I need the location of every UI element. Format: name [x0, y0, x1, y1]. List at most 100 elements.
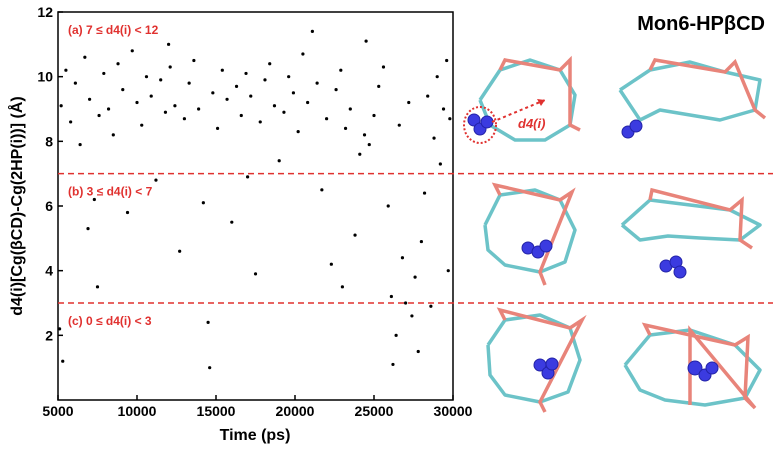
point	[168, 65, 172, 69]
point	[78, 142, 82, 147]
point	[125, 210, 130, 215]
x-tick-label: 15000	[197, 403, 236, 419]
point	[315, 81, 319, 85]
point	[432, 136, 436, 140]
point	[197, 107, 201, 111]
annotation: (a) 7 ≤ d4(i) < 12	[68, 23, 159, 37]
point	[291, 91, 296, 95]
point	[211, 91, 215, 95]
point	[121, 88, 125, 92]
annotation: (b) 3 ≤ d4(i) < 7	[68, 185, 153, 199]
y-tick-label: 6	[45, 198, 53, 214]
annotations: (a) 7 ≤ d4(i) < 12 (b) 3 ≤ d4(i) < 7 (c) 0…	[68, 23, 159, 328]
point	[61, 359, 65, 363]
point	[340, 285, 344, 289]
point	[253, 272, 258, 276]
point	[201, 201, 205, 205]
x-tick-label: 10000	[118, 403, 157, 419]
point	[144, 75, 149, 79]
point	[263, 78, 267, 82]
point	[149, 94, 153, 98]
atom	[673, 265, 687, 279]
point	[73, 81, 77, 85]
point	[258, 120, 262, 124]
point	[407, 100, 411, 105]
point	[400, 256, 405, 260]
point	[364, 39, 368, 43]
point	[64, 68, 68, 72]
y-axis-label: d4(i)[Cg(βCD)-Cg(2HP(i))] (Å)	[7, 96, 26, 315]
molecule	[478, 58, 577, 142]
point	[106, 107, 111, 111]
point	[339, 68, 343, 72]
point	[325, 117, 329, 121]
point	[59, 104, 63, 108]
point	[97, 113, 101, 118]
point	[140, 123, 144, 127]
atom	[545, 357, 559, 371]
point	[277, 159, 281, 163]
point	[287, 75, 291, 79]
point	[86, 227, 90, 231]
point	[320, 188, 324, 192]
point	[446, 269, 450, 273]
inset-label: d4(i)	[518, 116, 545, 131]
point	[208, 366, 212, 370]
point	[159, 78, 163, 82]
point	[272, 104, 277, 108]
molecule	[483, 188, 577, 274]
point	[116, 62, 120, 66]
point	[220, 68, 224, 72]
y-tick-label: 8	[45, 133, 53, 149]
point	[230, 220, 234, 224]
point	[413, 275, 417, 279]
atom	[539, 239, 553, 253]
point	[438, 162, 442, 166]
x-tick-label: 30000	[434, 403, 473, 419]
point	[448, 117, 452, 121]
point	[83, 55, 87, 59]
point	[445, 58, 449, 63]
atom	[467, 113, 481, 127]
atom	[480, 115, 494, 129]
point	[167, 42, 171, 46]
point	[389, 294, 393, 299]
point	[422, 191, 427, 195]
point	[88, 97, 92, 101]
highlight	[463, 106, 497, 144]
point	[397, 123, 401, 127]
x-axis-label: Time (ps)	[220, 427, 291, 444]
point	[92, 197, 96, 202]
arrow-head	[537, 99, 545, 106]
point	[173, 104, 177, 108]
point	[343, 126, 348, 130]
molecule-images: d4(i)	[463, 55, 767, 413]
point	[206, 320, 210, 324]
y-tick-label: 10	[37, 69, 53, 85]
atom	[705, 361, 719, 375]
point	[391, 362, 395, 367]
point	[377, 84, 381, 88]
x-tick-label: 5000	[42, 403, 73, 419]
point	[130, 49, 134, 53]
atom	[629, 119, 643, 133]
point	[178, 249, 182, 253]
point	[394, 333, 398, 337]
point	[362, 133, 367, 137]
molecule	[498, 55, 581, 132]
point	[358, 152, 362, 156]
molecule	[496, 307, 587, 413]
point	[386, 204, 390, 208]
point	[372, 113, 376, 118]
point	[225, 97, 229, 101]
point	[416, 349, 420, 354]
point	[192, 58, 196, 63]
point	[306, 100, 310, 105]
point	[234, 84, 239, 88]
point	[367, 142, 371, 147]
point	[95, 285, 100, 289]
x-tick-label: 25000	[355, 403, 394, 419]
chart-title: Mon6-HPβCD	[637, 13, 765, 35]
point	[187, 81, 191, 85]
